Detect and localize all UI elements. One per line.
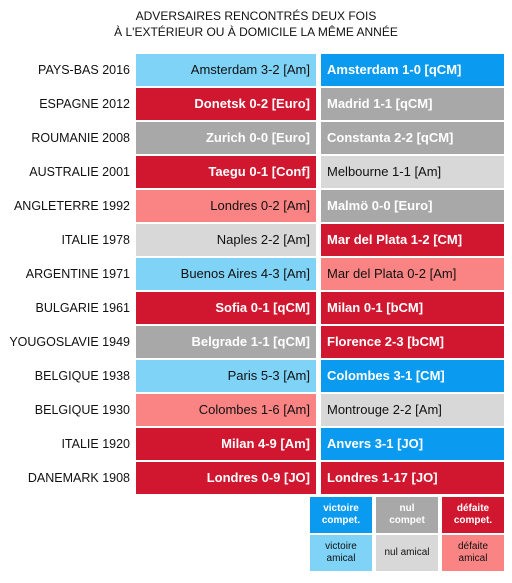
row-country: ESPAGNE 2012 <box>39 97 130 111</box>
home-result: Londres 0-9 [JO] <box>136 462 316 494</box>
home-result: Sofia 0-1 [qCM] <box>136 292 316 324</box>
away-result: Constanta 2-2 [qCM] <box>321 122 504 154</box>
home-result: Paris 5-3 [Am] <box>136 360 316 392</box>
row-country: PAYS-BAS 2016 <box>38 63 130 77</box>
home-result: Zurich 0-0 [Euro] <box>136 122 316 154</box>
row-country: ANGLETERRE 1992 <box>13 199 130 213</box>
table-row: AUSTRALIE 2001 Taegu 0-1 [Conf] Melbourn… <box>0 156 512 188</box>
home-result: Milan 4-9 [Am] <box>136 428 316 460</box>
table-row: ESPAGNE 2012 Donetsk 0-2 [Euro] Madrid 1… <box>0 88 512 120</box>
table-row: DANEMARK 1908 Londres 0-9 [JO] Londres 1… <box>0 462 512 494</box>
legend-label: compet. <box>321 515 361 526</box>
title-line-1: ADVERSAIRES RENCONTRÉS DEUX FOIS <box>135 9 377 23</box>
legend-label: amical <box>326 553 356 564</box>
legend-label: victoire <box>325 541 357 552</box>
legend-label: amical <box>458 553 488 564</box>
away-result: Mar del Plata 0-2 [Am] <box>321 258 504 290</box>
row-country: ARGENTINE 1971 <box>25 267 130 281</box>
legend-defaite-compet: défaite compet. <box>442 497 504 533</box>
table-row: ITALIE 1920 Milan 4-9 [Am] Anvers 3-1 [J… <box>0 428 512 460</box>
table-row: ROUMANIE 2008 Zurich 0-0 [Euro] Constant… <box>0 122 512 154</box>
legend-nul-compet: nul compet <box>376 497 438 533</box>
table-row: ARGENTINE 1971 Buenos Aires 4-3 [Am] Mar… <box>0 258 512 290</box>
legend-label: compet <box>389 515 425 526</box>
away-result: Malmö 0-0 [Euro] <box>321 190 504 222</box>
legend-label: défaite <box>456 503 490 514</box>
table-row: ANGLETERRE 1992 Londres 0-2 [Am] Malmö 0… <box>0 190 512 222</box>
home-result: Donetsk 0-2 [Euro] <box>136 88 316 120</box>
away-result: Montrouge 2-2 [Am] <box>321 394 504 426</box>
away-result: Melbourne 1-1 [Am] <box>321 156 504 188</box>
home-result: Belgrade 1-1 [qCM] <box>136 326 316 358</box>
table-row: BULGARIE 1961 Sofia 0-1 [qCM] Milan 0-1 … <box>0 292 512 324</box>
row-country: YOUGOSLAVIE 1949 <box>9 335 130 349</box>
away-result: Anvers 3-1 [JO] <box>321 428 504 460</box>
away-result: Mar del Plata 1-2 [CM] <box>321 224 504 256</box>
row-country: BELGIQUE 1938 <box>34 369 130 383</box>
legend-label: défaite <box>457 541 489 552</box>
home-result: Taegu 0-1 [Conf] <box>136 156 316 188</box>
away-result: Milan 0-1 [bCM] <box>321 292 504 324</box>
table-row: YOUGOSLAVIE 1949 Belgrade 1-1 [qCM] Flor… <box>0 326 512 358</box>
row-country: DANEMARK 1908 <box>27 471 130 485</box>
title-line-2: À L'EXTÉRIEUR OU À DOMICILE LA MÊME ANNÉ… <box>114 25 398 39</box>
away-result: Colombes 3-1 [CM] <box>321 360 504 392</box>
legend-label: victoire <box>323 503 359 514</box>
legend-nul-amical: nul amical <box>376 535 438 571</box>
home-result: Naples 2-2 [Am] <box>136 224 316 256</box>
away-result: Florence 2-3 [bCM] <box>321 326 504 358</box>
home-result: Amsterdam 3-2 [Am] <box>136 54 316 86</box>
away-result: Londres 1-17 [JO] <box>321 462 504 494</box>
legend-victoire-amical: victoire amical <box>310 535 372 571</box>
legend-label: nul amical <box>384 547 430 558</box>
home-result: Colombes 1-6 [Am] <box>136 394 316 426</box>
legend-label: nul <box>399 503 415 514</box>
row-country: ITALIE 1978 <box>61 233 130 247</box>
home-result: Buenos Aires 4-3 [Am] <box>136 258 316 290</box>
row-country: BELGIQUE 1930 <box>34 403 130 417</box>
table-row: BELGIQUE 1930 Colombes 1-6 [Am] Montroug… <box>0 394 512 426</box>
row-country: ITALIE 1920 <box>61 437 130 451</box>
table-row: BELGIQUE 1938 Paris 5-3 [Am] Colombes 3-… <box>0 360 512 392</box>
color-legend: victoire compet. nul compet défaite compet.… <box>310 497 504 571</box>
row-country: ROUMANIE 2008 <box>31 131 130 145</box>
home-result: Londres 0-2 [Am] <box>136 190 316 222</box>
legend-victoire-compet: victoire compet. <box>310 497 372 533</box>
table-row: PAYS-BAS 2016 Amsterdam 3-2 [Am] Amsterd… <box>0 54 512 86</box>
legend-label: compet. <box>453 515 493 526</box>
away-result: Madrid 1-1 [qCM] <box>321 88 504 120</box>
row-country: AUSTRALIE 2001 <box>29 165 130 179</box>
table-row: ITALIE 1978 Naples 2-2 [Am] Mar del Plat… <box>0 224 512 256</box>
away-result: Amsterdam 1-0 [qCM] <box>321 54 504 86</box>
legend-defaite-amical: défaite amical <box>442 535 504 571</box>
row-country: BULGARIE 1961 <box>35 301 131 315</box>
